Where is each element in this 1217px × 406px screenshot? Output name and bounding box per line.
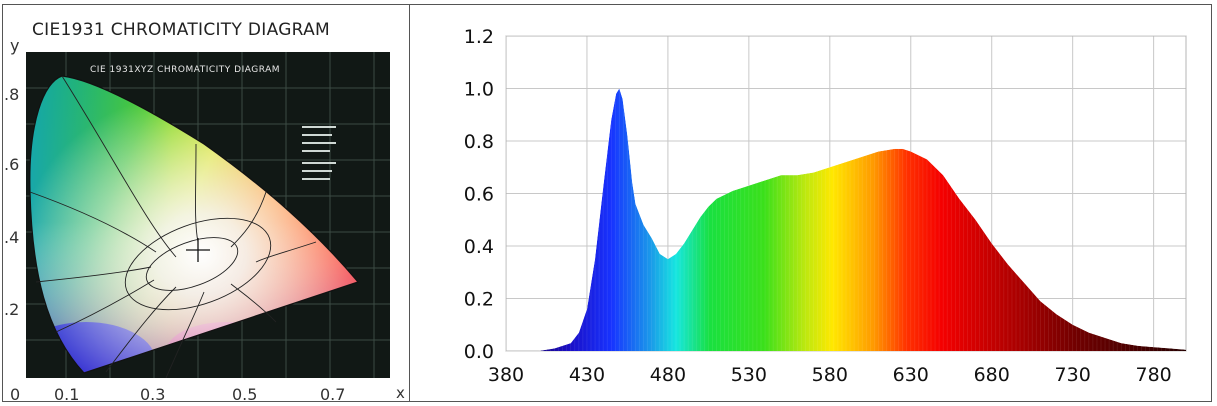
x-tick-580: 580 xyxy=(812,364,848,386)
cie-diagram-image: CIE 1931XYZ CHROMATICITY DIAGRAM xyxy=(26,52,390,378)
y-tick-labels: 0.0 0.2 0.4 0.6 0.8 1.0 1.2 xyxy=(464,26,494,363)
cie-x-tick-0.5: 0.5 xyxy=(232,385,258,404)
y-tick-0.4: 0.4 xyxy=(464,236,494,258)
cie-legend-text xyxy=(302,126,336,180)
spectrum-area xyxy=(506,88,1186,351)
cie-x-tick-0.1: 0.1 xyxy=(54,385,80,404)
cie-y-tick-0.4: .4 xyxy=(4,228,20,247)
color-region-boundaries xyxy=(29,75,317,378)
y-tick-0.6: 0.6 xyxy=(464,184,494,206)
spectrum-area-group xyxy=(506,36,1186,351)
cie-x-tick-0.3: 0.3 xyxy=(140,385,166,404)
x-tick-730: 730 xyxy=(1055,364,1091,386)
cie-y-tick-0.8: .8 xyxy=(4,85,20,104)
above-curve-mask xyxy=(506,36,1186,351)
y-tick-1.2: 1.2 xyxy=(464,26,494,48)
cie-x-axis-label: x xyxy=(396,384,405,402)
y-tick-0.2: 0.2 xyxy=(464,289,494,311)
x-tick-630: 630 xyxy=(893,364,929,386)
x-tick-480: 480 xyxy=(650,364,686,386)
panel-divider xyxy=(409,4,410,402)
white-point-marker xyxy=(186,238,210,262)
cie-title: CIE1931 CHROMATICITY DIAGRAM xyxy=(32,20,330,40)
spectrum-chart: 0.0 0.2 0.4 0.6 0.8 1.0 1.2 380 430 480 530 580 630… xyxy=(464,26,1187,386)
x-tick-labels: 380 430 480 530 580 630 680 730 780 xyxy=(488,364,1172,386)
x-tick-680: 680 xyxy=(974,364,1010,386)
cie-y-tick-0.2: .2 xyxy=(4,300,20,319)
figure-frame xyxy=(2,4,1212,402)
cie-inner-title: CIE 1931XYZ CHROMATICITY DIAGRAM xyxy=(90,65,280,75)
x-tick-780: 780 xyxy=(1135,364,1171,386)
x-tick-380: 380 xyxy=(488,364,524,386)
x-tick-430: 430 xyxy=(569,364,605,386)
cie-x-tick-0: 0 xyxy=(10,385,21,404)
cie-y-tick-0.6: .6 xyxy=(4,155,20,174)
cie-x-tick-0.7: 0.7 xyxy=(320,385,346,404)
cie-y-axis-label: y xyxy=(10,36,20,55)
x-tick-530: 530 xyxy=(731,364,767,386)
y-tick-0: 0.0 xyxy=(464,341,494,363)
y-tick-0.8: 0.8 xyxy=(464,131,494,153)
y-tick-1: 1.0 xyxy=(464,79,494,101)
